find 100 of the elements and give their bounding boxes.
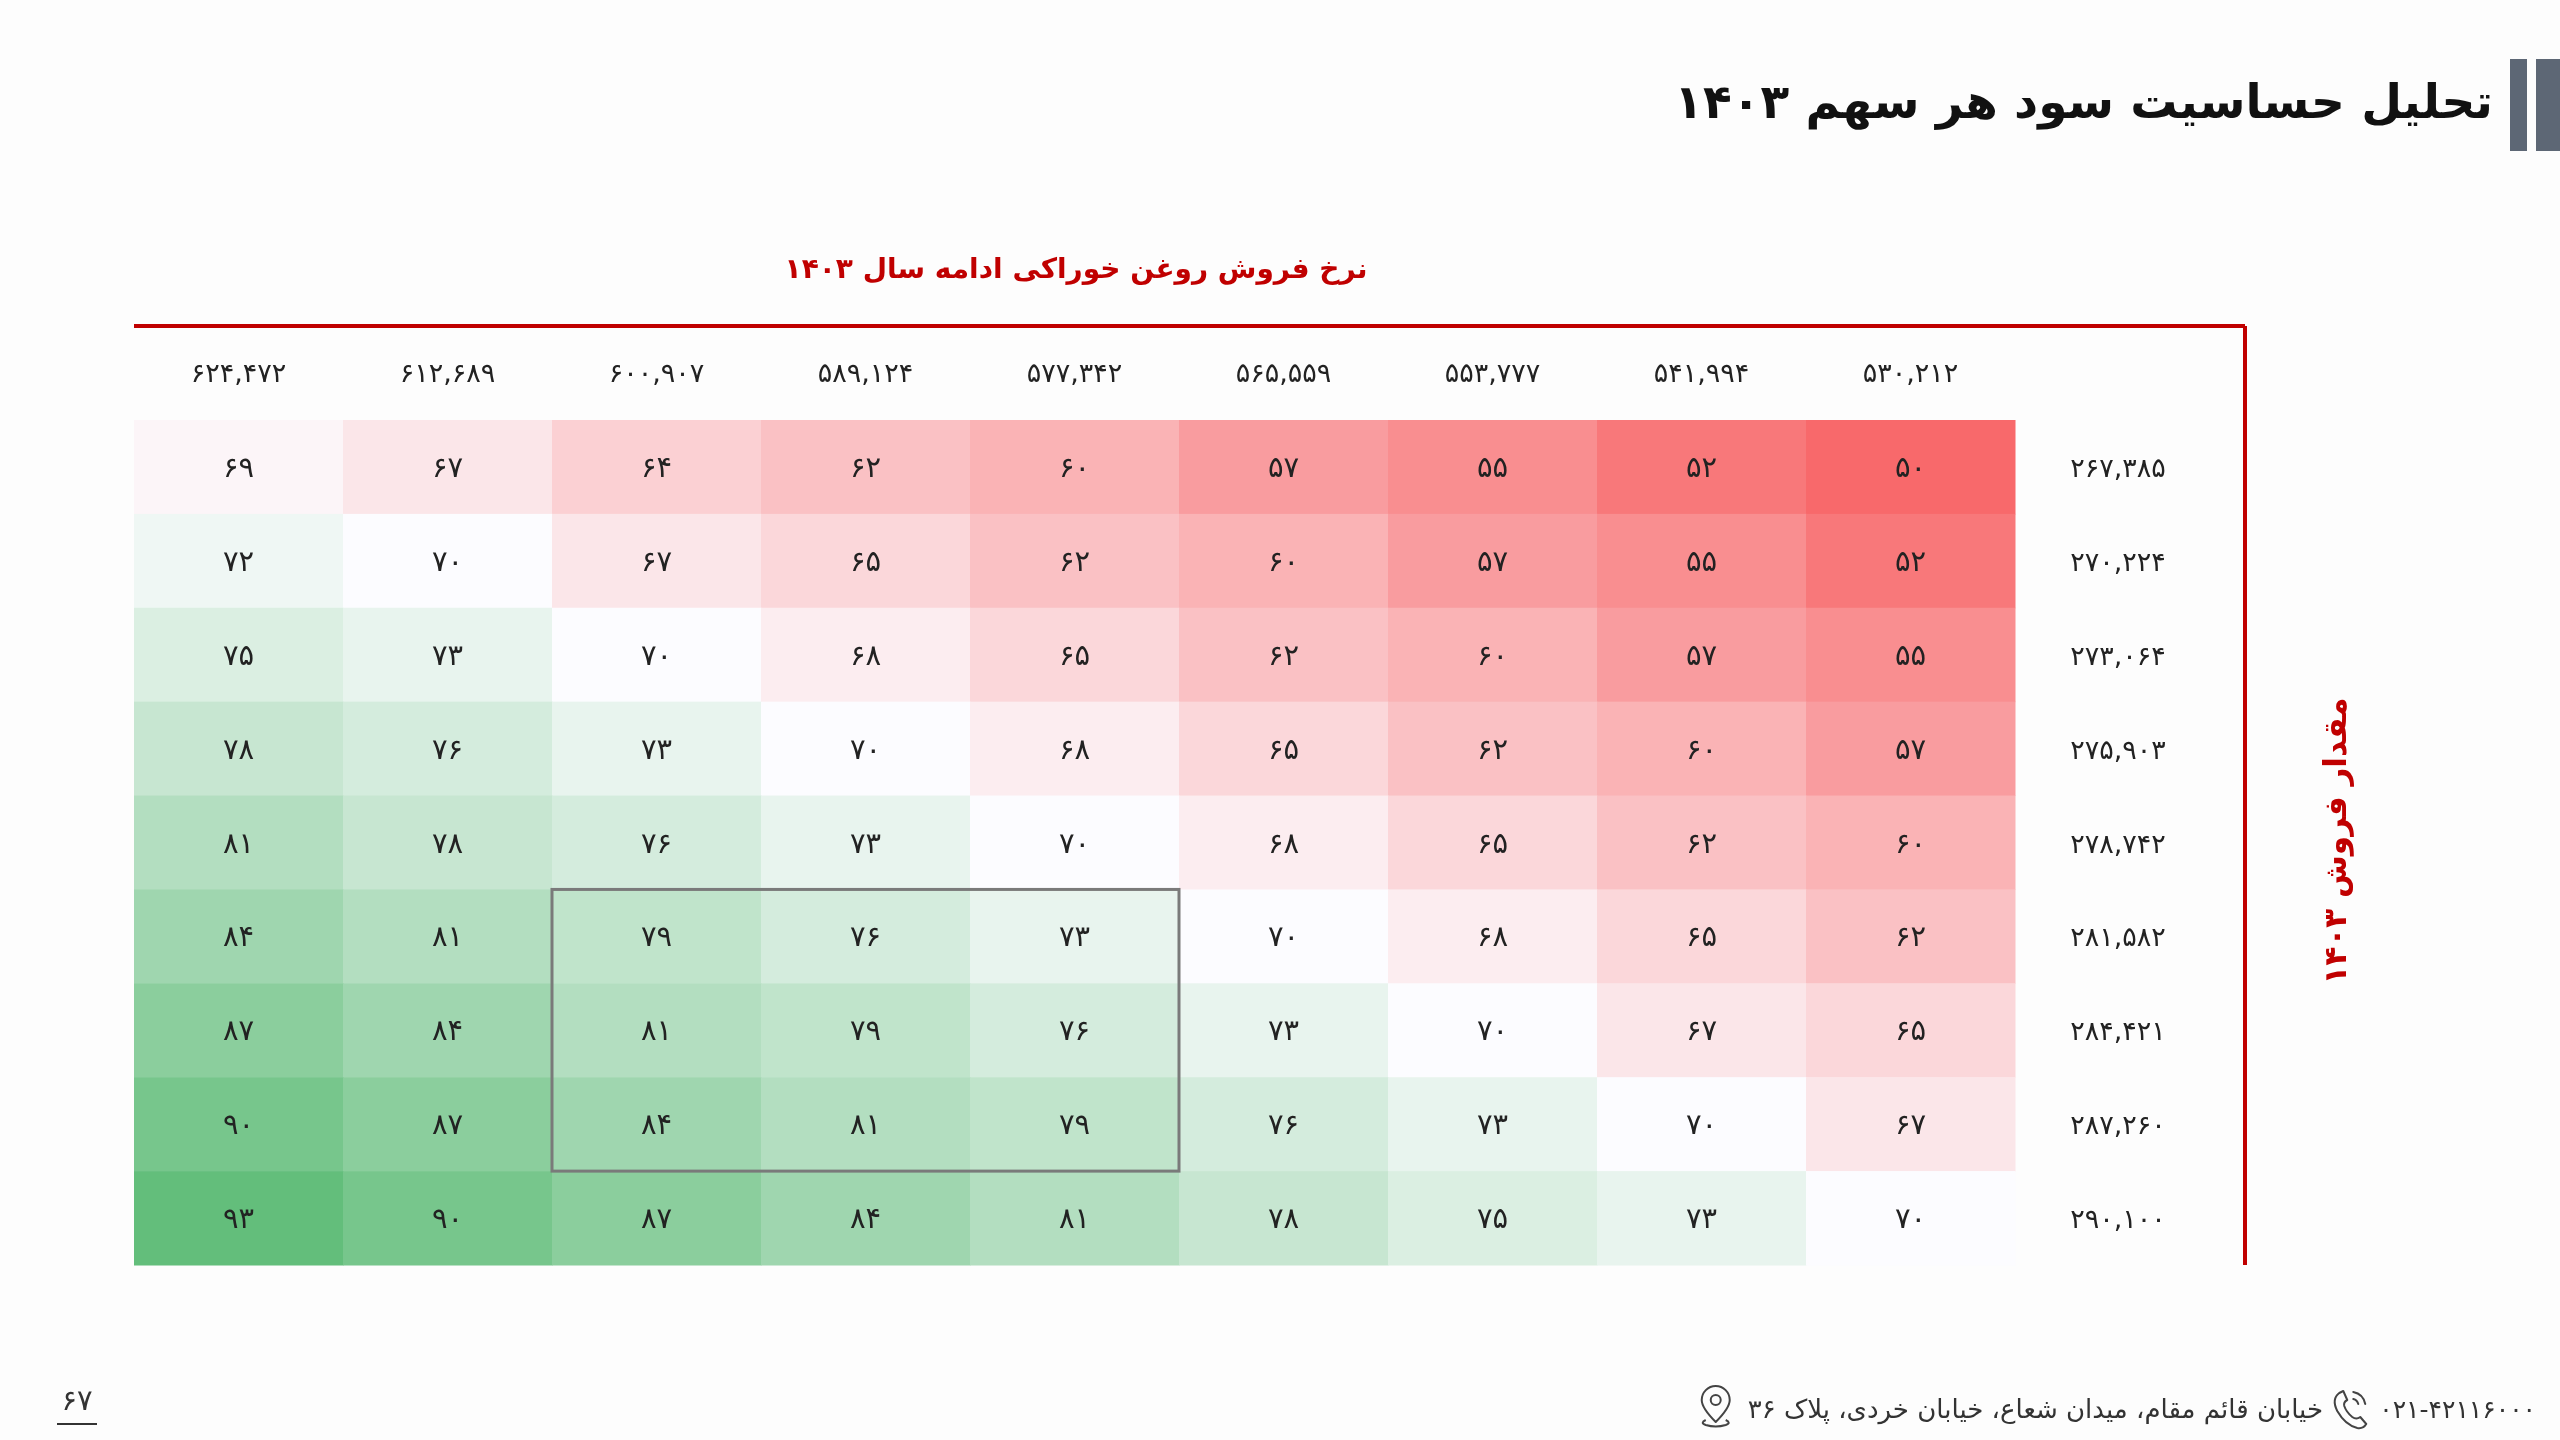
data-label: ۶۷ bbox=[1894, 1107, 1927, 1142]
data-label: ۷۶ bbox=[431, 731, 464, 766]
data-label: ۷۸ bbox=[1267, 1201, 1300, 1236]
data-label: ۶۵ bbox=[1476, 825, 1509, 860]
data-label: ۷۶ bbox=[1058, 1013, 1091, 1048]
data-label: ۷۶ bbox=[849, 919, 882, 954]
data-label: ۶۵ bbox=[1894, 1013, 1927, 1048]
data-label: ۷۰ bbox=[1058, 825, 1091, 860]
data-label: ۸۱ bbox=[431, 919, 464, 954]
x-tick-label: ۵۵۳,۷۷۷ bbox=[1444, 357, 1541, 388]
data-label: ۷۰ bbox=[1476, 1013, 1509, 1048]
text: ۰۲۱-۴۲۱۱۶۰۰۰ bbox=[2379, 1395, 2536, 1424]
y-tick-label: ۲۷۸,۷۴۲ bbox=[2070, 827, 2166, 859]
x-tick-label: ۶۲۴,۴۷۲ bbox=[190, 357, 287, 388]
chart-title: تحلیل حساسیت سود هر سهم ۱۴۰۳ bbox=[1674, 74, 2493, 130]
y-tick-label: ۲۸۴,۴۲۱ bbox=[2070, 1015, 2166, 1047]
data-label: ۷۳ bbox=[1058, 919, 1091, 954]
data-label: ۵۷ bbox=[1267, 449, 1300, 484]
data-label: ۷۸ bbox=[431, 825, 464, 860]
data-label: ۷۳ bbox=[1476, 1107, 1509, 1142]
data-label: ۷۰ bbox=[431, 543, 464, 578]
data-label: ۹۰ bbox=[431, 1201, 464, 1236]
y-tick-label: ۲۷۰,۲۲۴ bbox=[2070, 545, 2166, 577]
data-label: ۶۸ bbox=[1058, 731, 1091, 766]
data-label: ۷۰ bbox=[849, 731, 882, 766]
data-label: ۵۰ bbox=[1894, 449, 1927, 484]
y-tick-label: ۲۸۱,۵۸۲ bbox=[2070, 921, 2166, 953]
data-label: ۸۴ bbox=[849, 1201, 882, 1236]
x-tick-label: ۵۷۷,۳۴۲ bbox=[1026, 357, 1123, 388]
data-label: ۸۱ bbox=[1058, 1201, 1091, 1236]
data-label: ۶۰ bbox=[1685, 731, 1718, 766]
data-label: ۶۵ bbox=[1267, 731, 1300, 766]
data-label: ۶۲ bbox=[1267, 637, 1300, 672]
data-label: ۶۸ bbox=[1267, 825, 1300, 860]
data-label: ۷۳ bbox=[431, 637, 464, 672]
data-label: ۸۱ bbox=[222, 825, 255, 860]
data-label: ۹۰ bbox=[222, 1107, 255, 1142]
data-label: ۶۰ bbox=[1894, 825, 1927, 860]
text: ۶۷ bbox=[61, 1383, 93, 1417]
data-label: ۶۲ bbox=[849, 449, 882, 484]
data-label: ۶۷ bbox=[1685, 1013, 1718, 1048]
y-tick-label: ۲۷۳,۰۶۴ bbox=[2070, 639, 2166, 671]
data-label: ۷۹ bbox=[1058, 1107, 1091, 1142]
data-label: ۸۱ bbox=[640, 1013, 673, 1048]
data-label: ۷۰ bbox=[1267, 919, 1300, 954]
y-tick-label: ۲۸۷,۲۶۰ bbox=[2070, 1109, 2166, 1141]
data-label: ۶۵ bbox=[849, 543, 882, 578]
data-label: ۷۰ bbox=[640, 637, 673, 672]
data-label: ۷۲ bbox=[222, 543, 255, 578]
x-tick-label: ۵۳۰,۲۱۲ bbox=[1862, 357, 1959, 388]
y-axis-title: مقدار فروش ۱۴۰۳ bbox=[2317, 697, 2354, 985]
data-label: ۸۷ bbox=[431, 1107, 464, 1142]
data-label: ۷۳ bbox=[1267, 1013, 1300, 1048]
y-tick-label: ۲۷۵,۹۰۳ bbox=[2070, 733, 2166, 765]
data-label: ۷۳ bbox=[640, 731, 673, 766]
data-label: ۶۰ bbox=[1476, 637, 1509, 672]
data-label: ۷۸ bbox=[222, 731, 255, 766]
data-label: ۶۵ bbox=[1685, 919, 1718, 954]
x-tick-label: ۵۶۵,۵۵۹ bbox=[1235, 357, 1332, 388]
data-label: ۵۵ bbox=[1894, 637, 1927, 672]
data-label: ۵۲ bbox=[1894, 543, 1927, 578]
data-label: ۷۰ bbox=[1685, 1107, 1718, 1142]
data-label: ۶۵ bbox=[1058, 637, 1091, 672]
y-tick-label: ۲۶۷,۳۸۵ bbox=[2070, 451, 2166, 483]
x-tick-label: ۶۰۰,۹۰۷ bbox=[608, 357, 705, 388]
data-label: ۹۳ bbox=[222, 1201, 255, 1236]
data-label: ۷۵ bbox=[222, 637, 255, 672]
y-tick-label: ۲۹۰,۱۰۰ bbox=[2070, 1203, 2166, 1235]
data-label: ۷۹ bbox=[640, 919, 673, 954]
data-label: ۵۲ bbox=[1685, 449, 1718, 484]
text: خیابان قائم مقام، میدان شعاع، خیابان خردی، پلاک ۳۶ bbox=[1747, 1394, 2323, 1425]
x-tick-label: ۵۸۹,۱۲۴ bbox=[817, 357, 914, 388]
data-label: ۶۲ bbox=[1058, 543, 1091, 578]
data-label: ۸۷ bbox=[222, 1013, 255, 1048]
data-label: ۷۶ bbox=[1267, 1107, 1300, 1142]
data-label: ۸۴ bbox=[222, 919, 255, 954]
x-axis-title: نرخ فروش روغن خوراکی ادامه سال ۱۴۰۳ bbox=[784, 252, 1368, 285]
data-label: ۶۲ bbox=[1685, 825, 1718, 860]
x-tick-label: ۶۱۲,۶۸۹ bbox=[399, 357, 496, 388]
data-label: ۷۳ bbox=[849, 825, 882, 860]
data-label: ۸۴ bbox=[431, 1013, 464, 1048]
data-label: ۸۱ bbox=[849, 1107, 882, 1142]
data-label: ۶۸ bbox=[1476, 919, 1509, 954]
data-label: ۷۳ bbox=[1685, 1201, 1718, 1236]
data-label: ۵۷ bbox=[1476, 543, 1509, 578]
data-label: ۸۴ bbox=[640, 1107, 673, 1142]
x-tick-label: ۵۴۱,۹۹۴ bbox=[1653, 357, 1750, 388]
data-label: ۶۹ bbox=[222, 449, 255, 484]
data-label: ۶۸ bbox=[849, 637, 882, 672]
data-label: ۶۷ bbox=[640, 543, 673, 578]
data-label: ۵۷ bbox=[1894, 731, 1927, 766]
data-label: ۷۹ bbox=[849, 1013, 882, 1048]
data-label: ۶۷ bbox=[431, 449, 464, 484]
data-label: ۶۲ bbox=[1894, 919, 1927, 954]
data-label: ۶۴ bbox=[640, 449, 673, 484]
data-label: ۵۷ bbox=[1685, 637, 1718, 672]
data-label: ۷۶ bbox=[640, 825, 673, 860]
data-label: ۵۵ bbox=[1476, 449, 1509, 484]
data-label: ۵۵ bbox=[1685, 543, 1718, 578]
data-label: ۶۲ bbox=[1476, 731, 1509, 766]
